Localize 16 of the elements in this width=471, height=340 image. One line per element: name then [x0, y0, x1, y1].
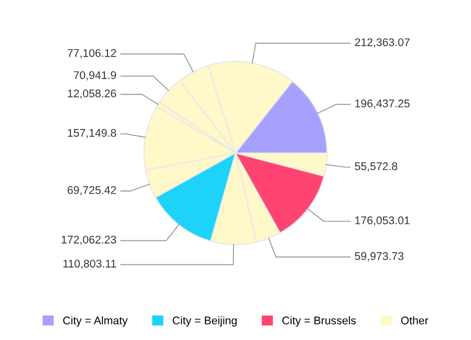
legend-label: City = Almaty — [63, 316, 128, 327]
data-label: 176,053.01 — [355, 216, 410, 226]
data-label: 12,058.26 — [68, 90, 116, 99]
legend-label: City = Brussels — [282, 316, 356, 327]
data-label: 172,062.23 — [62, 236, 116, 245]
data-label: 77,106.12 — [68, 49, 116, 58]
data-label: 69,725.42 — [68, 186, 116, 196]
data-label: 157,149.8 — [68, 128, 116, 138]
legend-label: Other — [401, 316, 428, 324]
data-label: 212,363.07 — [355, 38, 410, 48]
data-label: 110,803.11 — [63, 260, 116, 269]
data-label: 59,973.73 — [354, 252, 404, 262]
data-label: 55,572.8 — [354, 162, 398, 172]
data-label: 196,437.25 — [355, 100, 410, 109]
data-label: 70,941.9 — [74, 71, 116, 80]
legend-label: City = Beijing — [172, 316, 237, 327]
